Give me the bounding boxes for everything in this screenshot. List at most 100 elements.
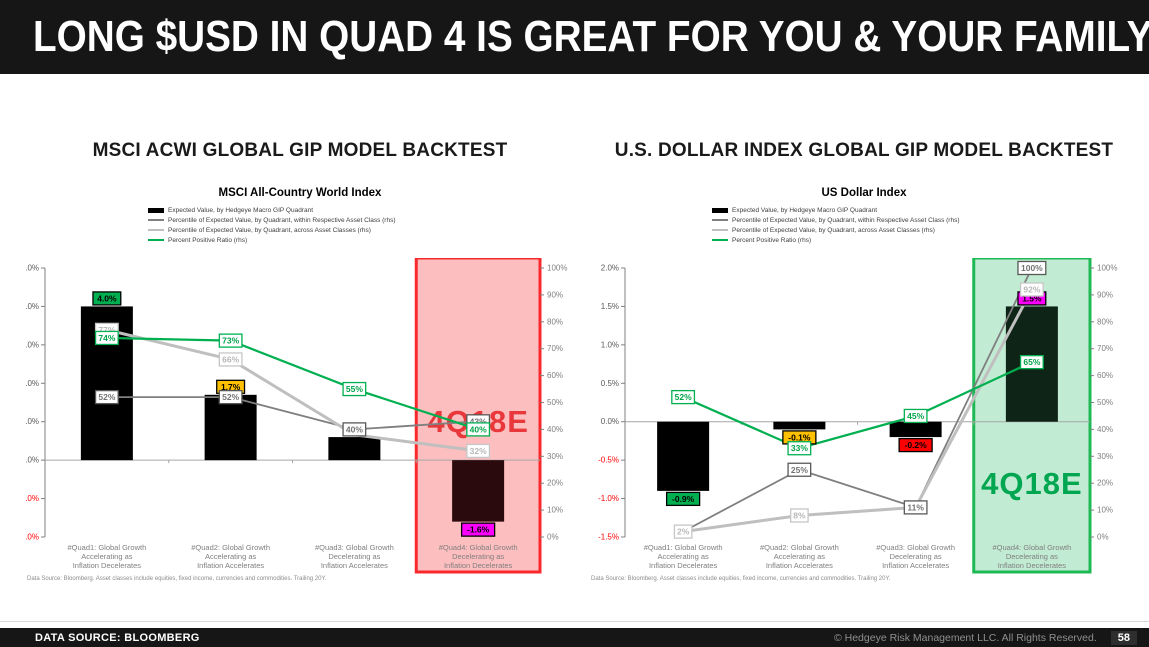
svg-text:1.5%: 1.5% [601,302,619,311]
legend-item: Percent Positive Ratio (rhs) [712,235,960,245]
svg-text:20%: 20% [547,479,563,488]
svg-text:77%: 77% [98,325,115,335]
svg-text:40%: 40% [1097,425,1113,434]
svg-text:10%: 10% [1097,506,1113,515]
svg-text:-1.5%: -1.5% [598,533,619,542]
legend-item: Percent Positive Ratio (rhs) [148,235,396,245]
svg-text:20%: 20% [1097,479,1113,488]
legend-label: Percentile of Expected Value, by Quadran… [732,226,935,234]
svg-text:-2.0%: -2.0% [25,533,39,542]
svg-text:32%: 32% [470,446,487,456]
svg-text:90%: 90% [1097,290,1113,299]
usd-chart-panel: U.S. DOLLAR INDEX GLOBAL GIP MODEL BACKT… [589,130,1139,592]
legend-swatch-positive-ratio [148,239,164,241]
legend-label: Percent Positive Ratio (rhs) [732,236,812,244]
svg-text:80%: 80% [547,317,563,326]
svg-text:65%: 65% [1023,357,1040,367]
footer-bar: DATA SOURCE: BLOOMBERG © Hedgeye Risk Ma… [0,628,1149,647]
svg-text:40%: 40% [470,424,487,434]
svg-text:0.0%: 0.0% [25,456,39,465]
legend-label: Percentile of Expected Value, by Quadran… [732,216,960,224]
legend-swatch-percentile-within [712,219,728,221]
svg-text:-1.6%: -1.6% [467,525,490,535]
svg-text:40%: 40% [547,425,563,434]
svg-text:50%: 50% [547,398,563,407]
svg-text:80%: 80% [1097,317,1113,326]
svg-text:-1.0%: -1.0% [598,494,619,503]
svg-text:92%: 92% [1023,285,1040,295]
svg-text:30%: 30% [547,452,563,461]
legend-item: Expected Value, by Hedgeye Macro GIP Qua… [148,205,396,215]
legend-swatch-percentile-across [712,229,728,231]
msci-chart-panel: MSCI ACWI GLOBAL GIP MODEL BACKTEST MSCI… [25,130,575,592]
svg-text:1.7%: 1.7% [221,382,241,392]
svg-text:52%: 52% [222,392,239,402]
chart-legend: Expected Value, by Hedgeye Macro GIP Qua… [148,205,396,245]
footer-data-source: DATA SOURCE: BLOOMBERG [35,631,200,644]
svg-text:2.0%: 2.0% [25,379,39,388]
legend-label: Expected Value, by Hedgeye Macro GIP Qua… [168,206,314,214]
legend-item: Percentile of Expected Value, by Quadran… [712,215,960,225]
svg-text:100%: 100% [1021,263,1043,273]
svg-text:1.5%: 1.5% [1022,293,1042,303]
svg-text:90%: 90% [547,290,563,299]
section-title-msci: MSCI ACWI GLOBAL GIP MODEL BACKTEST [92,140,508,161]
svg-text:33%: 33% [791,443,808,453]
svg-text:4.0%: 4.0% [97,293,117,303]
legend-swatch-expected-value [712,207,728,213]
page-number: 58 [1110,630,1137,645]
svg-text:52%: 52% [98,392,115,402]
svg-text:0.5%: 0.5% [601,379,619,388]
svg-text:70%: 70% [1097,344,1113,353]
svg-text:8%: 8% [793,510,806,520]
svg-text:52%: 52% [675,392,692,402]
section-title-usd: U.S. DOLLAR INDEX GLOBAL GIP MODEL BACKT… [614,140,1114,161]
legend-swatch-positive-ratio [712,239,728,241]
svg-text:-1.0%: -1.0% [25,494,39,503]
chart-footnote: Data Source: Bloomberg. Asset classes in… [27,576,327,582]
svg-text:0%: 0% [547,533,559,542]
header-bar: LONG $USD IN QUAD 4 IS GREAT FOR YOU & Y… [0,0,1149,74]
legend-label: Percentile of Expected Value, by Quadran… [168,226,371,234]
svg-text:4.0%: 4.0% [25,302,39,311]
svg-text:-0.2%: -0.2% [905,440,928,450]
svg-text:-0.9%: -0.9% [672,494,695,504]
legend-swatch-percentile-within [148,219,164,221]
legend-item: Percentile of Expected Value, by Quadran… [148,215,396,225]
svg-text:0.0%: 0.0% [601,417,619,426]
svg-text:45%: 45% [907,411,924,421]
svg-text:4Q18E: 4Q18E [981,466,1083,501]
svg-text:30%: 30% [1097,452,1113,461]
footer-divider [0,621,1149,622]
legend-item: Expected Value, by Hedgeye Macro GIP Qua… [712,205,960,215]
svg-text:10%: 10% [547,506,563,515]
svg-text:74%: 74% [98,333,115,343]
svg-text:1.0%: 1.0% [25,417,39,426]
legend-item: Percentile of Expected Value, by Quadran… [712,225,960,235]
svg-text:3.0%: 3.0% [25,340,39,349]
svg-text:100%: 100% [547,264,567,273]
chart-title-usd: US Dollar Index [821,187,907,199]
svg-text:73%: 73% [222,336,239,346]
svg-text:5.0%: 5.0% [25,264,39,273]
us-dollar-index-chart: 4Q18E 2.0% 1.5% 1.0% 0.5% 0.0% -0.5% -1.0% -1.5%… [598,258,1117,574]
chart-title-msci: MSCI All-Country World Index [218,187,382,199]
svg-text:60%: 60% [547,371,563,380]
svg-text:-0.1%: -0.1% [788,432,811,442]
footer-right: © Hedgeye Risk Management LLC. All Right… [834,630,1137,645]
legend-label: Percentile of Expected Value, by Quadran… [168,216,396,224]
svg-text:11%: 11% [907,502,924,512]
svg-text:66%: 66% [222,354,239,364]
svg-text:0%: 0% [1097,533,1109,542]
msci-acwi-chart: 4Q18E5.0%4.0%3.0%2.0%1.0%0.0%-1.0%-2.0%0… [25,258,567,574]
legend-item: Percentile of Expected Value, by Quadran… [148,225,396,235]
legend-label: Percent Positive Ratio (rhs) [168,236,248,244]
svg-text:2%: 2% [677,527,690,537]
legend-swatch-expected-value [148,207,164,213]
